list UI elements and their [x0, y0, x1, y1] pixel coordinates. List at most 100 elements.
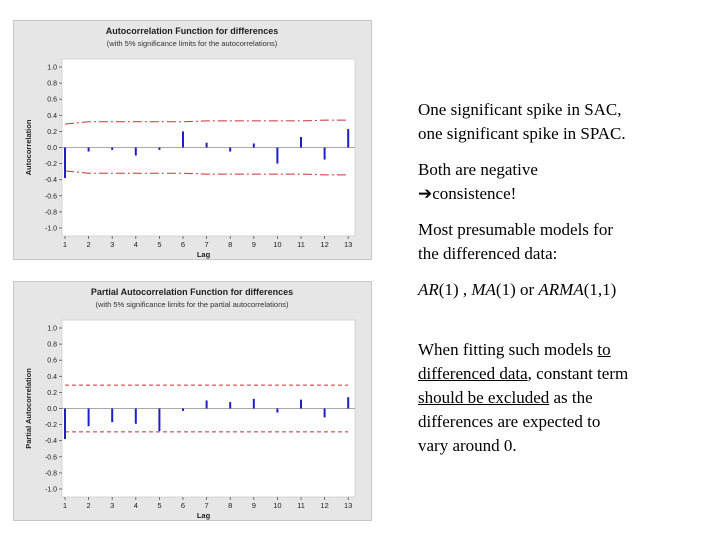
y-tick-label: -1.0 [45, 226, 57, 233]
bar-lag-3 [111, 408, 114, 423]
y-tick-label: -0.8 [45, 470, 57, 477]
model-arma: ARMA [538, 280, 584, 299]
note-underlined: should be excluded [418, 388, 550, 407]
bar-lag-12 [323, 408, 326, 418]
x-tick-label: 3 [110, 240, 114, 249]
x-tick-label: 5 [157, 240, 161, 249]
bar-lag-8 [229, 147, 232, 152]
model-ar-arg: (1) , [438, 280, 472, 299]
y-tick-label: -0.2 [45, 161, 57, 168]
bar-lag-13 [347, 397, 350, 409]
note-line: , constant term [527, 364, 629, 383]
note-line: consistence! [432, 184, 517, 203]
bar-lag-12 [323, 147, 326, 160]
x-tick-label: 1 [63, 501, 67, 510]
bar-lag-5 [158, 408, 161, 432]
chart-subtitle: (with 5% significance limits for the aut… [107, 39, 278, 48]
bar-lag-11 [300, 137, 302, 148]
bar-lag-9 [252, 398, 255, 409]
x-tick-label: 8 [228, 501, 232, 510]
y-tick-label: 1.0 [47, 65, 57, 72]
bar-lag-7 [205, 142, 208, 148]
model-ma: MA [471, 280, 496, 299]
x-tick-label: 11 [297, 501, 305, 510]
notes-text: One significant spike in SAC, one signif… [418, 98, 708, 470]
y-tick-label: -0.2 [45, 422, 57, 429]
bar-lag-4 [134, 408, 137, 424]
bar-lag-13 [347, 128, 350, 148]
x-axis-label: Lag [197, 250, 211, 259]
y-tick-label: 0.2 [47, 129, 57, 136]
note-line: When fitting such models [418, 340, 598, 359]
bar-lag-10 [276, 147, 279, 164]
x-tick-label: 13 [344, 240, 352, 249]
x-tick-label: 4 [134, 240, 138, 249]
pacf-chart-svg: Partial Autocorrelation Function for dif… [24, 287, 356, 520]
y-tick-label: 0.6 [47, 97, 57, 104]
x-tick-label: 9 [252, 240, 256, 249]
note-line: as the [549, 388, 593, 407]
x-tick-label: 12 [320, 240, 328, 249]
y-tick-label: -0.4 [45, 438, 57, 445]
y-tick-label: 0.0 [47, 145, 57, 152]
x-tick-label: 12 [320, 501, 328, 510]
x-axis-label: Lag [197, 511, 211, 520]
y-axis-label: Autocorrelation [24, 119, 33, 175]
bar-lag-8 [229, 402, 232, 409]
note-line: One significant spike in SAC, [418, 100, 622, 119]
acf-chart: Autocorrelation Function for differences… [13, 20, 372, 260]
note-line: Both are negative [418, 160, 538, 179]
y-tick-label: 1.0 [47, 326, 57, 333]
x-tick-label: 13 [344, 501, 352, 510]
x-tick-label: 10 [273, 240, 281, 249]
x-tick-label: 3 [110, 501, 114, 510]
arrow-icon: ➔ [418, 184, 433, 203]
upper-limit-line [64, 119, 349, 125]
x-tick-label: 5 [157, 501, 161, 510]
note-line: vary around 0. [418, 436, 517, 455]
note-line: the differenced data: [418, 244, 558, 263]
y-tick-label: -0.8 [45, 209, 57, 216]
chart-title: Autocorrelation Function for differences [106, 26, 279, 36]
note-significant-spikes: One significant spike in SAC, one signif… [418, 98, 708, 146]
x-tick-label: 7 [205, 240, 209, 249]
bar-lag-2 [87, 147, 90, 152]
x-tick-label: 2 [87, 240, 91, 249]
note-line: differences are expected to [418, 412, 601, 431]
note-negative: Both are negative ➔consistence! [418, 158, 708, 206]
bar-lag-4 [134, 147, 137, 156]
x-tick-label: 6 [181, 240, 185, 249]
chart-title: Partial Autocorrelation Function for dif… [91, 287, 293, 297]
acf-chart-svg: Autocorrelation Function for differences… [24, 26, 356, 259]
y-tick-label: 0.4 [47, 113, 57, 120]
chart-subtitle: (with 5% significance limits for the par… [96, 300, 289, 309]
bar-lag-11 [300, 399, 302, 409]
note-model-list: AR(1) , MA(1) or ARMA(1,1) [418, 278, 708, 302]
x-tick-label: 10 [273, 501, 281, 510]
note-models: Most presumable models for the differenc… [418, 218, 708, 266]
note-constant-term: When fitting such models to differenced … [418, 338, 708, 458]
x-tick-label: 9 [252, 501, 256, 510]
y-tick-label: -0.4 [45, 177, 57, 184]
bar-lag-3 [111, 147, 114, 150]
y-tick-label: 0.0 [47, 406, 57, 413]
y-tick-label: -0.6 [45, 193, 57, 200]
y-tick-label: 0.8 [47, 342, 57, 349]
bar-lag-9 [252, 143, 255, 148]
note-line: one significant spike in SPAC. [418, 124, 626, 143]
note-underlined: to [597, 340, 611, 359]
bar-lag-6 [182, 131, 184, 148]
y-tick-label: 0.8 [47, 81, 57, 88]
x-tick-label: 11 [297, 240, 305, 249]
model-ar: AR [418, 280, 439, 299]
x-tick-label: 7 [205, 501, 209, 510]
x-tick-label: 1 [63, 240, 67, 249]
x-tick-label: 8 [228, 240, 232, 249]
y-axis-label: Partial Autocorrelation [24, 368, 33, 449]
pacf-chart: Partial Autocorrelation Function for dif… [13, 281, 372, 521]
y-tick-label: -1.0 [45, 487, 57, 494]
bar-lag-10 [276, 408, 279, 413]
y-tick-label: 0.6 [47, 358, 57, 365]
x-tick-label: 6 [181, 501, 185, 510]
x-tick-label: 4 [134, 501, 138, 510]
